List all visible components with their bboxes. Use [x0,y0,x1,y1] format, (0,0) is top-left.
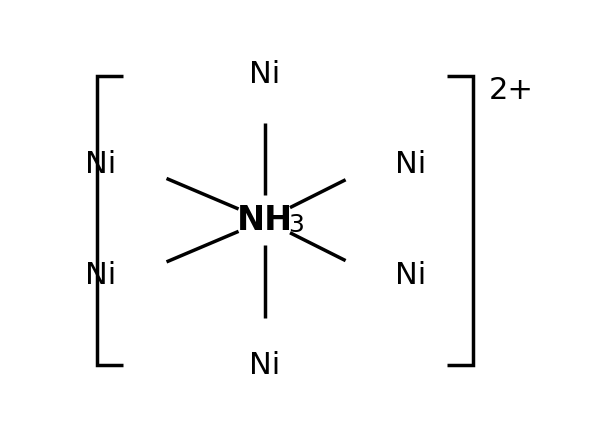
Text: Ni: Ni [395,150,426,179]
Text: Ni: Ni [85,261,116,290]
Text: Ni: Ni [249,60,281,89]
Text: 3: 3 [287,213,303,237]
Text: 2+: 2+ [489,76,534,105]
Text: NH: NH [237,204,293,237]
Text: Ni: Ni [249,351,281,380]
Text: Ni: Ni [85,150,116,179]
Text: Ni: Ni [395,261,426,290]
